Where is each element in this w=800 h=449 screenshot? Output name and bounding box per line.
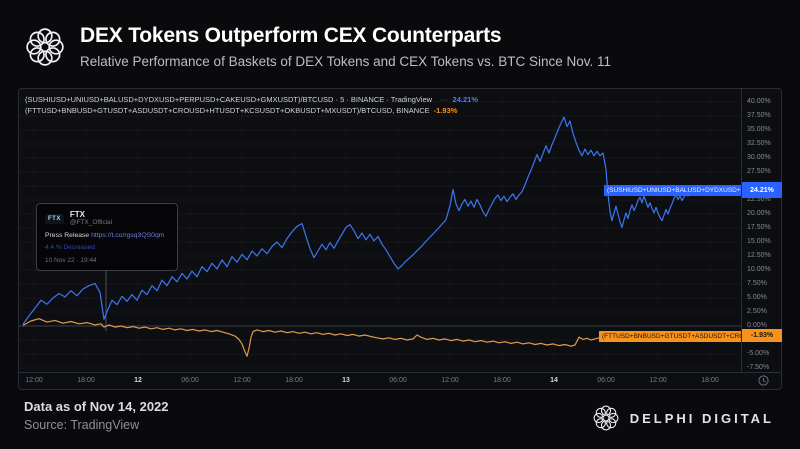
tweet-body: Press Release https://t.co/rgsq3QS0qm [45,232,165,239]
brand-wordmark: DELPHI DIGITAL [629,410,774,426]
time-tick-label: 12:00 [25,377,43,384]
footer-meta: Data as of Nov 14, 2022 Source: TradingV… [24,399,169,432]
price-tick-label: 15.00% [747,238,771,245]
time-axis[interactable]: 12:00 18:00 12 06:00 12:00 18:00 13 06:00 12:00 1… [19,372,781,389]
time-tick-label: 18:00 [285,377,303,384]
legend-row-dex[interactable]: (SUSHIUSD+UNIUSD+BALUSD+DYDXUSD+PERPUSD+… [25,94,478,105]
legend-label-dex[interactable]: (SUSHIUSD+UNIUSD+BALUSD+DYDXUSD+PERPUSD+… [25,95,433,104]
delphi-knot-logo-icon-small [593,405,619,431]
delphi-digital-brand: DELPHI DIGITAL [592,404,774,432]
time-tick-day-label: 13 [342,377,350,384]
price-tick-label: 22.50% [747,196,771,203]
tweet-timestamp: 10 Nov 22 · 19:44 [45,257,97,264]
cex-series-price-bar: (FTTUSD+BNBUSD+GTUSDT+ASDUSDT+CROUSD+HTU… [599,331,741,342]
cex-basket-line [22,318,696,357]
page-title: DEX Tokens Outperform CEX Counterparts [80,24,502,47]
price-tick-label: 0.00% [747,322,767,329]
cex-axis-price-label: -1.93% [742,329,782,342]
tweet-author-name: FTX [69,210,85,219]
time-tick-day-label: 12 [134,377,142,384]
legend-value-dex: 24.21% [452,95,478,104]
price-tick-label: -5.00% [747,350,770,357]
price-tick-label: 30.00% [747,154,771,161]
price-tick-label: 10.00% [747,266,771,273]
price-tick-label: 2.50% [747,308,767,315]
more-icon[interactable]: ⋯ [440,95,449,104]
clock-icon[interactable] [758,375,769,386]
page-subtitle: Relative Performance of Baskets of DEX T… [80,54,611,69]
time-tick-day-label: 14 [550,377,558,384]
price-tick-label: 5.00% [747,294,767,301]
time-tick-label: 18:00 [77,377,95,384]
price-tick-label: 40.00% [747,98,771,105]
tweet-tooltip-header: FTX FTX @FTX_Official [45,210,169,227]
price-tick-label: -7.50% [747,364,770,371]
tweet-author-handle: @FTX_Official [69,219,113,226]
time-tick-label: 06:00 [597,377,615,384]
tradingview-chart-panel[interactable]: (SUSHIUSD+UNIUSD+BALUSD+DYDXUSD+PERPUSD+… [18,88,782,390]
chart-legend[interactable]: (SUSHIUSD+UNIUSD+BALUSD+DYDXUSD+PERPUSD+… [25,94,478,116]
tweet-price-change: 4.4 % Decreased [45,244,95,251]
time-tick-label: 06:00 [389,377,407,384]
price-tick-label: 37.50% [747,112,771,119]
source-label: Source: TradingView [24,418,140,432]
legend-row-cex[interactable]: (FTTUSD+BNBUSD+GTUSDT+ASDUSDT+CROUSD+HTU… [25,105,478,116]
dex-series-price-bar: (SUSHIUSD+UNIUSD+BALUSD+DYDXUSD+PERPUSD+… [604,185,741,196]
ftx-logo-icon: FTX [45,213,64,224]
legend-label-cex[interactable]: (FTTUSD+BNBUSD+GTUSDT+ASDUSDT+CROUSD+HTU… [25,106,430,115]
legend-value-cex: -1.93% [433,106,458,115]
delphi-knot-logo-icon [26,28,64,66]
price-tick-label: 7.50% [747,280,767,287]
time-tick-label: 18:00 [493,377,511,384]
price-tick-label: 32.50% [747,140,771,147]
header: DEX Tokens Outperform CEX Counterparts R… [24,24,611,69]
price-tick-label: 12.50% [747,252,771,259]
price-tick-label: 17.50% [747,224,771,231]
price-tick-label: 35.00% [747,126,771,133]
data-as-of-label: Data as of Nov 14, 2022 [24,399,169,414]
tweet-tooltip[interactable]: FTX FTX @FTX_Official Press Release http… [36,203,178,271]
price-tick-label: 20.00% [747,210,771,217]
time-tick-label: 18:00 [701,377,719,384]
dex-axis-price-label: 24.21% [742,182,782,198]
price-tick-label: 27.50% [747,168,771,175]
time-tick-label: 12:00 [649,377,667,384]
tweet-link[interactable]: https://t.co/rgsq3QS0qm [91,232,165,239]
time-tick-label: 12:00 [441,377,459,384]
time-tick-label: 06:00 [181,377,199,384]
time-tick-label: 12:00 [233,377,251,384]
